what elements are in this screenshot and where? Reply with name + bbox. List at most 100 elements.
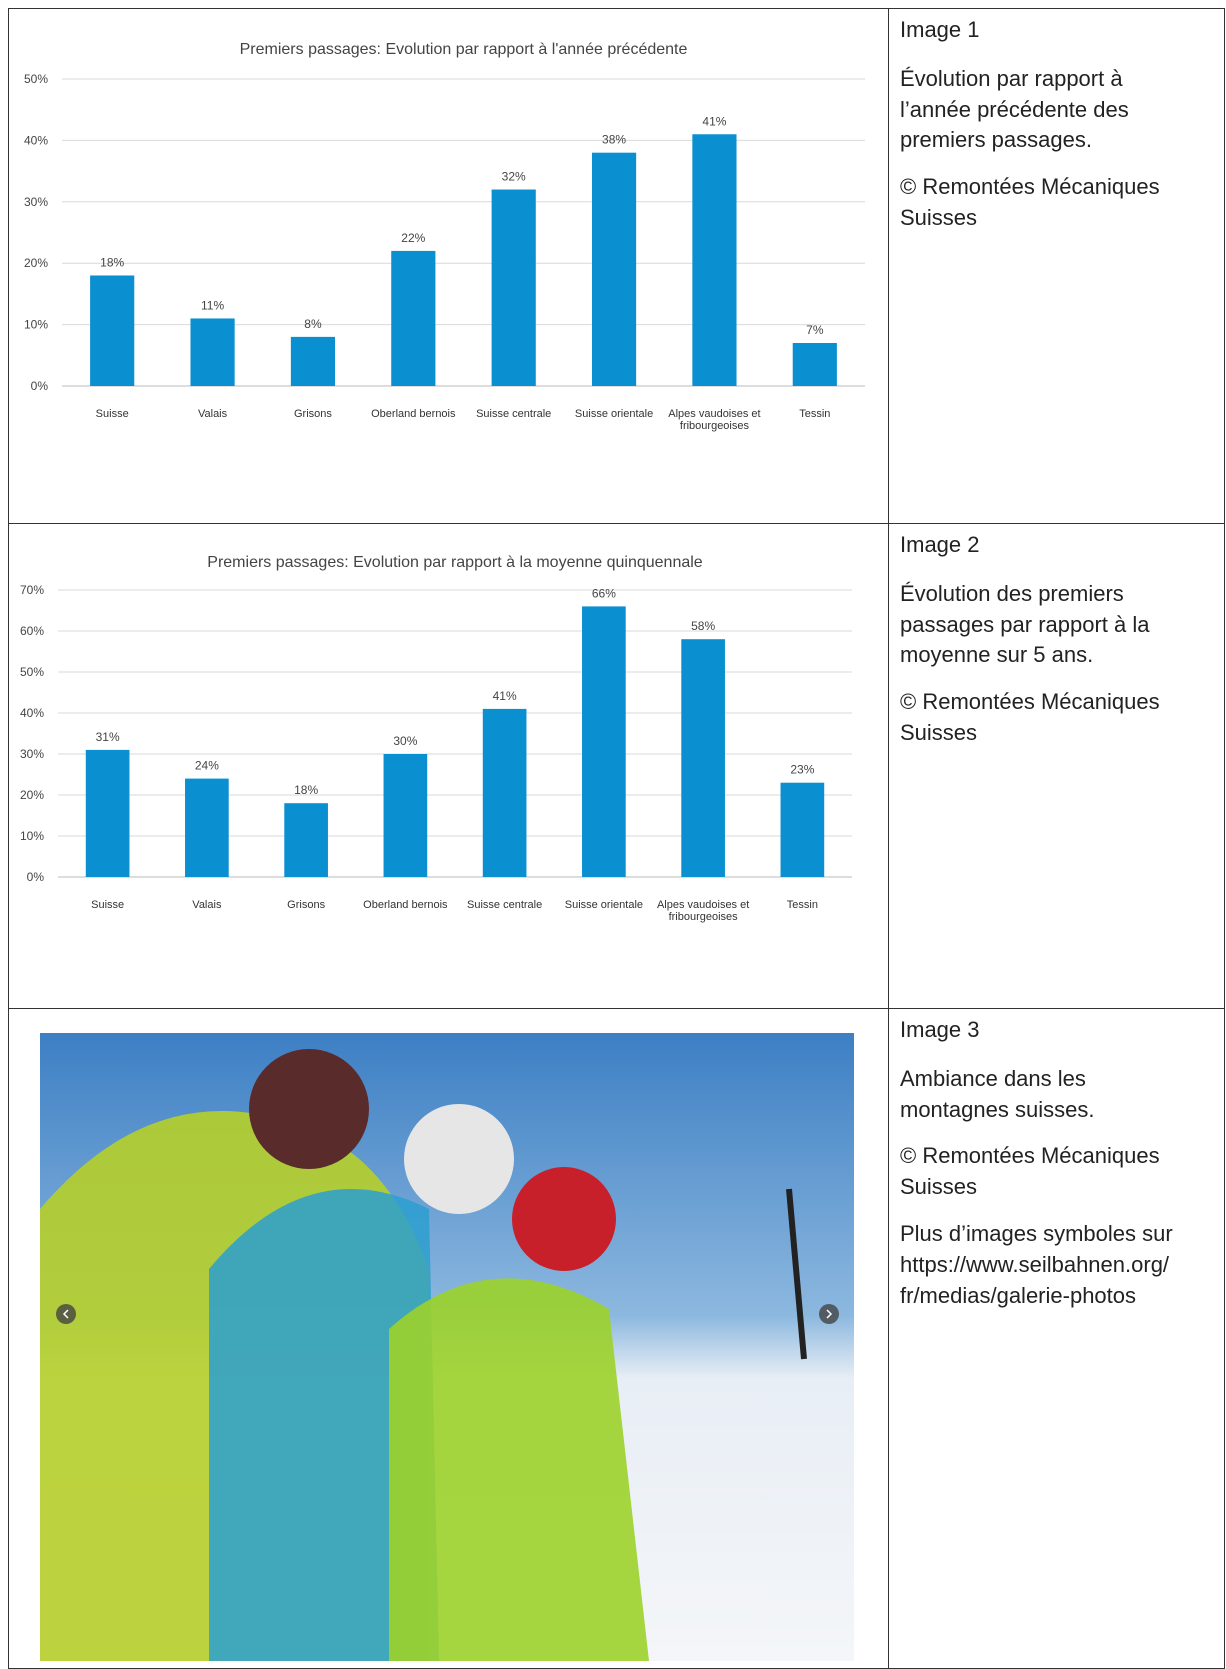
x-tick-label: Suisse centrale <box>453 900 557 912</box>
x-tick-label: Suisse centrale <box>462 409 566 421</box>
caption-text: Ambiance dans les montagnes suisses. <box>900 1064 1175 1126</box>
photo <box>9 1009 888 1661</box>
value-label: 58% <box>691 619 715 633</box>
value-label: 38% <box>602 133 626 147</box>
x-tick-label: Oberland bernois <box>353 900 457 912</box>
x-tick-label-box: Grisons <box>254 900 358 940</box>
caption-text: Plus d’images symboles sur https://www.s… <box>900 1219 1175 1311</box>
bar <box>384 754 428 877</box>
caption-text: © Remontées Mécaniques Suisses <box>900 687 1175 749</box>
bar <box>284 803 328 877</box>
y-tick-label: 20% <box>20 788 44 802</box>
photo-cell <box>9 1009 889 1669</box>
value-label: 41% <box>702 114 726 128</box>
x-tick-label-box: Suisse centrale <box>462 409 566 449</box>
x-tick-label-box: Suisse orientale <box>562 409 666 449</box>
y-tick-label: 20% <box>24 256 48 270</box>
bar <box>492 190 536 386</box>
page: {"chart_data": [ {"type": "bar", "title"… <box>0 0 1226 1650</box>
caption-text: Évolution des premiers passages par rapp… <box>900 579 1175 671</box>
chart-cell: Premiers passages: Evolution par rapport… <box>9 524 889 1009</box>
bar <box>692 134 736 386</box>
next-button[interactable] <box>819 1304 839 1324</box>
caption-text: © Remontées Mécaniques Suisses <box>900 172 1175 234</box>
value-label: 31% <box>96 730 120 744</box>
photo-helmet <box>404 1104 514 1214</box>
x-tick-label-box: Alpes vaudoises et fribourgeoises <box>651 900 755 940</box>
chart: Premiers passages: Evolution par rapport… <box>9 524 888 1003</box>
y-tick-label: 50% <box>20 665 44 679</box>
document-table: Premiers passages: Evolution par rapport… <box>8 8 1225 1669</box>
value-label: 11% <box>201 298 224 312</box>
y-tick-label: 0% <box>27 870 45 884</box>
value-label: 7% <box>806 323 824 337</box>
y-tick-label: 40% <box>24 133 48 147</box>
photo-figure <box>389 1278 649 1661</box>
caption-cell: Image 1 Évolution par rapport à l’année p… <box>889 9 1225 524</box>
x-tick-label-box: Tessin <box>750 900 854 940</box>
photo-helmet <box>249 1049 369 1169</box>
bar <box>185 779 229 877</box>
bar <box>391 251 435 386</box>
x-tick-label: Grisons <box>254 900 358 912</box>
bar <box>681 639 725 877</box>
bar <box>86 750 130 877</box>
prev-button[interactable] <box>56 1304 76 1324</box>
value-label: 24% <box>195 759 219 773</box>
x-tick-label: Suisse orientale <box>552 900 656 912</box>
y-tick-label: 60% <box>20 624 44 638</box>
y-tick-label: 30% <box>24 195 48 209</box>
x-tick-label: Suisse <box>56 900 160 912</box>
y-tick-label: 40% <box>20 706 44 720</box>
chart-title: Premiers passages: Evolution par rapport… <box>240 41 688 58</box>
x-tick-label-box: Suisse centrale <box>453 900 557 940</box>
bar <box>291 337 335 386</box>
bar <box>190 318 234 386</box>
x-tick-label-box: Oberland bernois <box>361 409 465 449</box>
x-tick-label: Alpes vaudoises et fribourgeoises <box>651 900 755 923</box>
value-label: 23% <box>790 763 814 777</box>
y-tick-label: 0% <box>31 379 49 393</box>
value-label: 18% <box>100 255 124 269</box>
x-tick-label: Alpes vaudoises et fribourgeoises <box>662 409 766 432</box>
caption-label: Image 3 <box>900 1015 1175 1046</box>
value-label: 66% <box>592 586 616 600</box>
value-label: 41% <box>493 689 517 703</box>
caption-cell: Image 2 Évolution des premiers passages p… <box>889 524 1225 1009</box>
y-tick-label: 10% <box>20 829 44 843</box>
x-tick-label-box: Alpes vaudoises et fribourgeoises <box>662 409 766 449</box>
x-tick-label-box: Suisse <box>56 900 160 940</box>
bar <box>592 153 636 386</box>
x-tick-label-box: Valais <box>155 900 259 940</box>
caption-label: Image 2 <box>900 530 1175 561</box>
y-tick-label: 70% <box>20 583 44 597</box>
x-tick-label: Tessin <box>750 900 854 912</box>
value-label: 30% <box>393 734 417 748</box>
x-tick-label-box: Oberland bernois <box>353 900 457 940</box>
x-tick-label: Tessin <box>763 409 867 421</box>
caption-label: Image 1 <box>900 15 1175 46</box>
x-tick-label: Valais <box>161 409 265 421</box>
value-label: 8% <box>304 317 322 331</box>
x-tick-label: Suisse <box>60 409 164 421</box>
x-tick-label-box: Suisse orientale <box>552 900 656 940</box>
bar <box>781 783 825 877</box>
photo-helmet <box>512 1167 616 1271</box>
bar <box>483 709 527 877</box>
caption-text: Évolution par rapport à l’année précéden… <box>900 64 1175 156</box>
x-tick-label: Valais <box>155 900 259 912</box>
x-tick-label: Grisons <box>261 409 365 421</box>
x-tick-label-box: Suisse <box>60 409 164 449</box>
y-tick-label: 30% <box>20 747 44 761</box>
bar <box>793 343 837 386</box>
value-label: 18% <box>294 783 318 797</box>
bar <box>582 606 626 877</box>
x-tick-label-box: Tessin <box>763 409 867 449</box>
chart: Premiers passages: Evolution par rapport… <box>9 9 888 518</box>
y-tick-label: 10% <box>24 318 48 332</box>
caption-text: © Remontées Mécaniques Suisses <box>900 1141 1175 1203</box>
caption-cell: Image 3 Ambiance dans les montagnes suiss… <box>889 1009 1225 1669</box>
value-label: 22% <box>401 231 425 245</box>
chart-title: Premiers passages: Evolution par rapport… <box>207 554 703 571</box>
x-tick-label: Oberland bernois <box>361 409 465 421</box>
